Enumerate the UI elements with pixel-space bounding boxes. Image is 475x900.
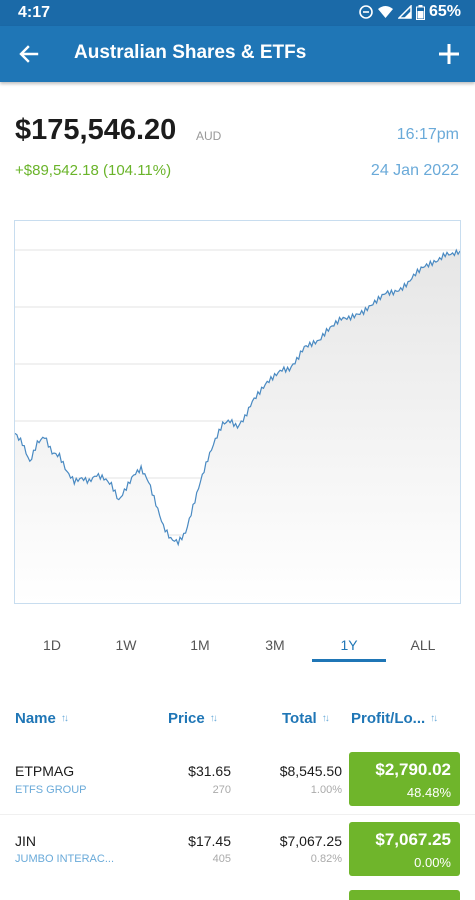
column-header-total-label: Total bbox=[282, 710, 317, 727]
currency-label: AUD bbox=[196, 129, 222, 143]
column-header-profit[interactable]: Profit/Lo... ↑↓ bbox=[351, 710, 438, 727]
sort-icon: ↑↓ bbox=[430, 713, 438, 724]
tab-3m[interactable]: 3M bbox=[265, 637, 285, 653]
profit-loss-badge: $7,067.25 0.00% bbox=[349, 822, 460, 876]
row-divider bbox=[0, 814, 475, 815]
signal-icon bbox=[397, 5, 412, 19]
active-tab-indicator bbox=[312, 659, 386, 662]
plus-icon bbox=[439, 44, 459, 64]
column-header-price[interactable]: Price ↑↓ bbox=[168, 710, 218, 727]
tab-1y[interactable]: 1Y bbox=[340, 637, 358, 653]
holding-symbol: JIN bbox=[15, 833, 36, 849]
dnd-icon bbox=[359, 5, 373, 19]
update-date: 24 Jan 2022 bbox=[370, 162, 459, 179]
chart-series-line bbox=[15, 248, 460, 547]
tab-all[interactable]: ALL bbox=[410, 637, 436, 653]
column-header-profit-label: Profit/Lo... bbox=[351, 710, 426, 727]
profit-loss-value: $7,067.25 bbox=[375, 830, 451, 849]
page-title: Australian Shares & ETFs bbox=[74, 42, 307, 63]
chart-svg bbox=[15, 248, 460, 603]
holding-total: $8,545.50 bbox=[279, 763, 342, 779]
status-time: 4:17 bbox=[18, 4, 51, 21]
column-header-name-label: Name bbox=[15, 710, 56, 727]
holding-weight: 1.00% bbox=[310, 784, 342, 796]
sort-icon: ↑↓ bbox=[60, 713, 69, 724]
tab-1d[interactable]: 1D bbox=[43, 637, 61, 653]
profit-loss-badge: $2,790.02 48.48% bbox=[349, 752, 460, 806]
tab-1m[interactable]: 1M bbox=[190, 637, 210, 653]
period-tabs: 1D 1W 1M 3M 1Y ALL bbox=[0, 630, 475, 666]
column-header-price-label: Price bbox=[168, 710, 205, 727]
profit-loss-value: $2,790.02 bbox=[375, 760, 451, 779]
profit-loss-badge bbox=[349, 890, 460, 900]
back-button[interactable] bbox=[14, 39, 44, 69]
holding-quantity: 270 bbox=[212, 784, 231, 796]
app-bar: Australian Shares & ETFs bbox=[0, 26, 475, 82]
update-time: 16:17pm bbox=[396, 126, 459, 143]
battery-icon bbox=[415, 4, 425, 20]
chart-area-fill bbox=[15, 250, 460, 603]
portfolio-gain: +$89,542.18 (104.11%) bbox=[15, 162, 172, 179]
add-button[interactable] bbox=[433, 38, 465, 70]
sort-icon: ↑↓ bbox=[321, 713, 330, 724]
profit-loss-percent: 0.00% bbox=[414, 855, 451, 870]
portfolio-chart[interactable] bbox=[14, 220, 461, 604]
sort-icon: ↑↓ bbox=[209, 713, 218, 724]
holding-name: JUMBO INTERAC... bbox=[15, 853, 115, 865]
column-header-total[interactable]: Total ↑↓ bbox=[282, 710, 330, 727]
holding-price: $31.65 bbox=[188, 763, 231, 779]
arrow-left-icon bbox=[19, 45, 39, 63]
holding-name: ETFS GROUP bbox=[15, 784, 87, 796]
holding-total: $7,067.25 bbox=[279, 833, 342, 849]
column-header-name[interactable]: Name ↑↓ bbox=[15, 710, 69, 727]
holding-weight: 0.82% bbox=[310, 853, 342, 865]
status-bar: 4:17 65% bbox=[0, 0, 475, 26]
profit-loss-percent: 48.48% bbox=[406, 785, 451, 800]
holding-price: $17.45 bbox=[188, 833, 231, 849]
tab-1w[interactable]: 1W bbox=[115, 637, 137, 653]
status-icons: 65% bbox=[359, 3, 461, 21]
wifi-icon bbox=[377, 5, 394, 19]
holding-quantity: 405 bbox=[212, 853, 231, 865]
holding-symbol: ETPMAG bbox=[15, 763, 75, 779]
battery-percent: 65% bbox=[428, 3, 461, 20]
portfolio-total-value: $175,546.20 bbox=[15, 114, 177, 146]
